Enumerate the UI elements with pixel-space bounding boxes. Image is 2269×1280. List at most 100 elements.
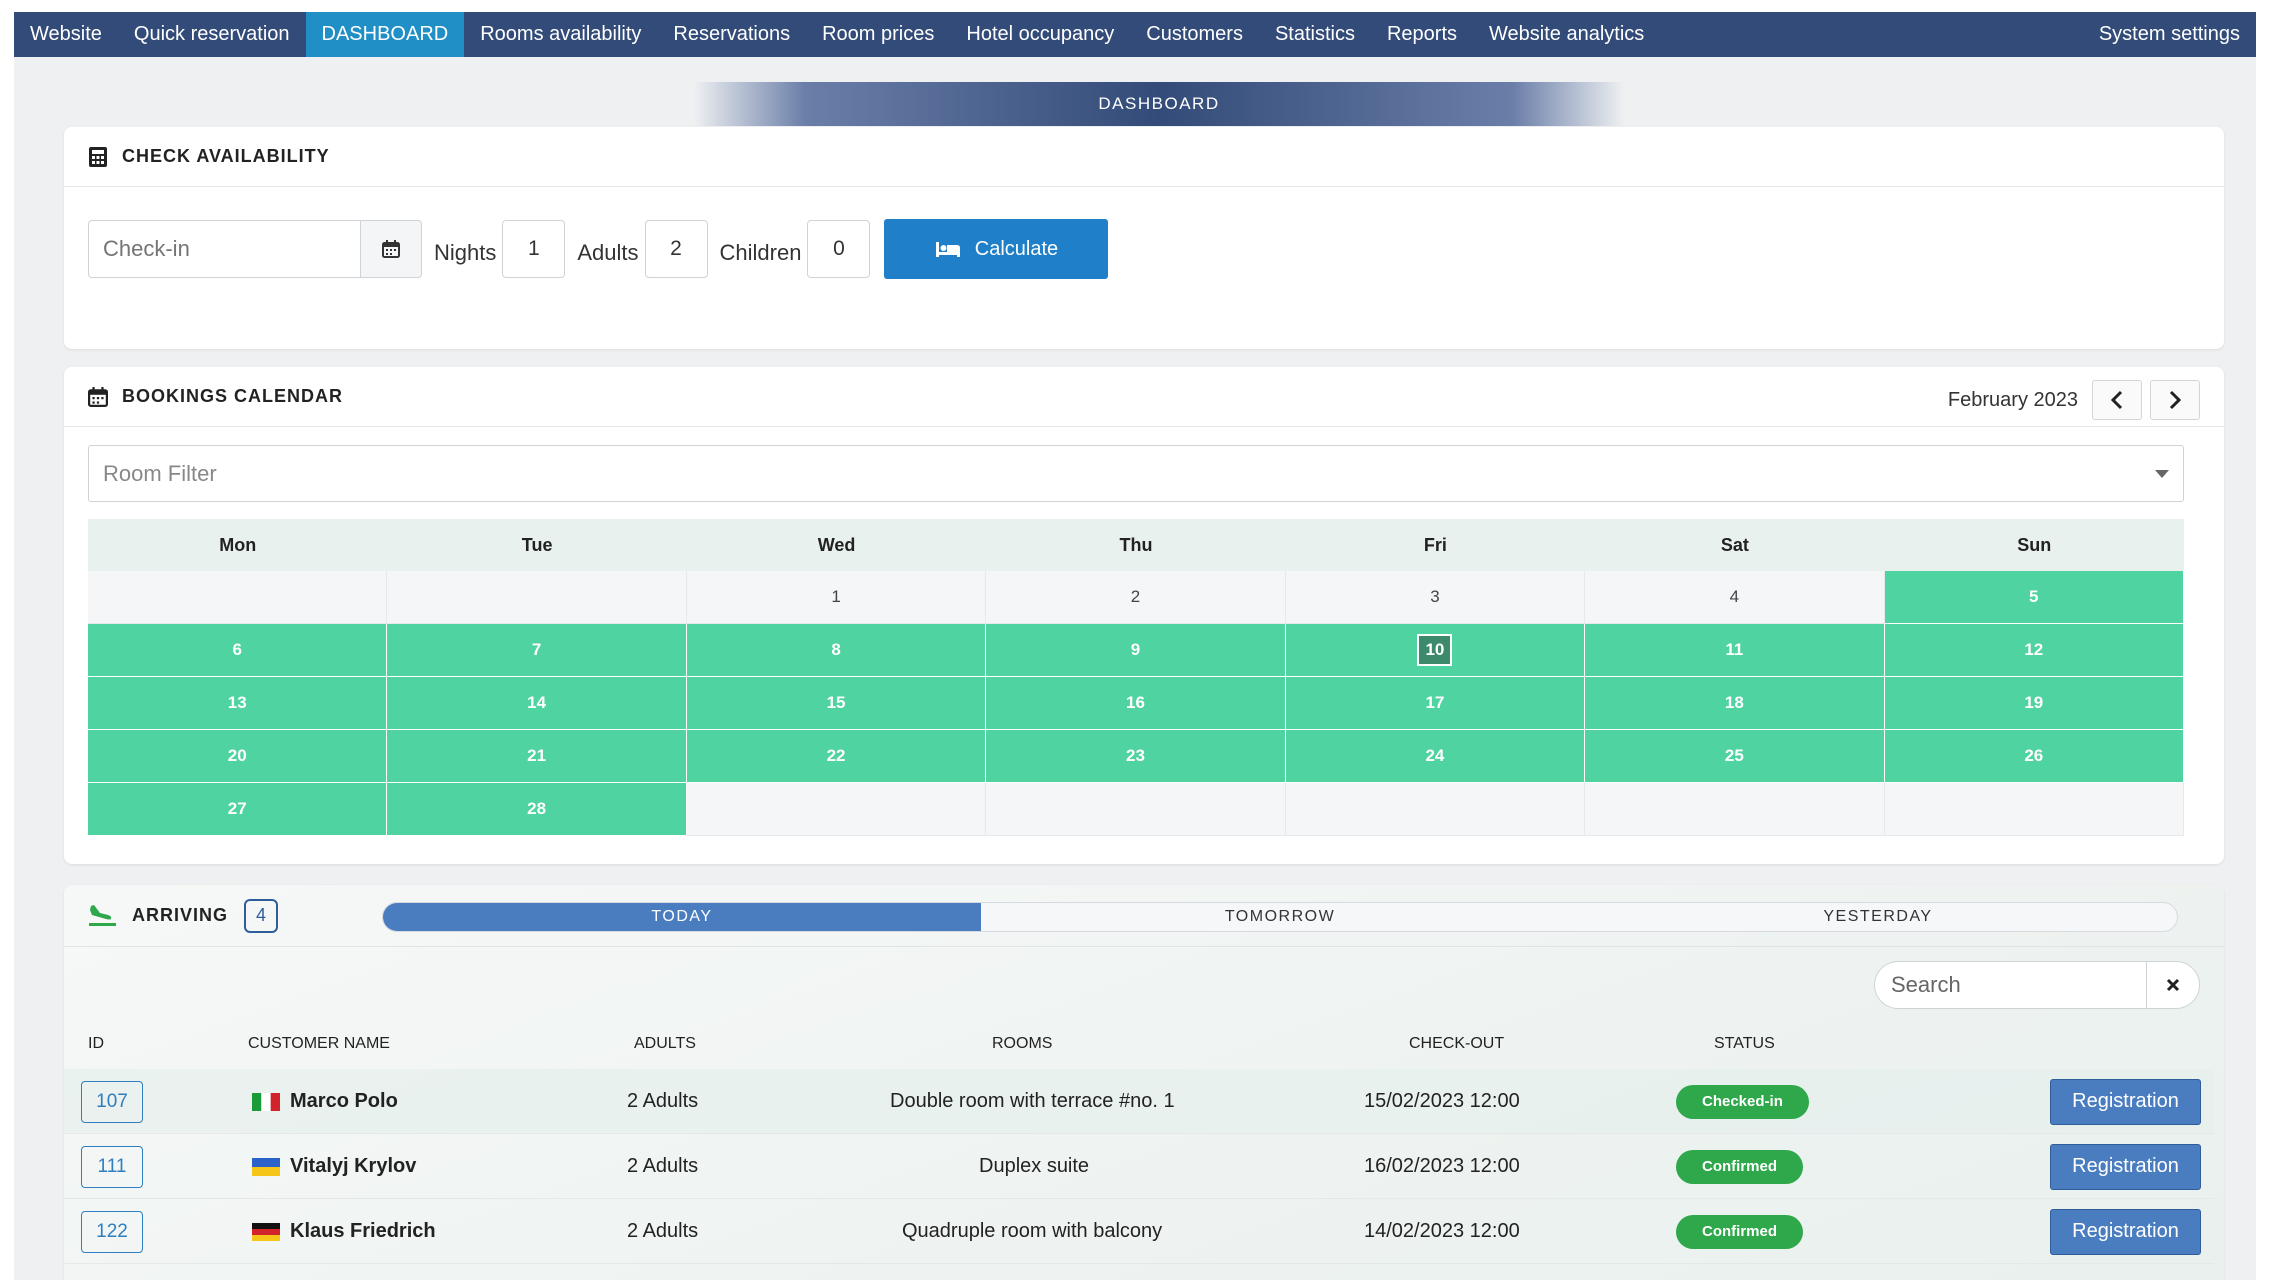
checkout-time: 14/02/2023 12:00 <box>1364 1220 1520 1242</box>
calendar-day-24[interactable]: 24 <box>1285 730 1586 783</box>
tab-tomorrow[interactable]: TOMORROW <box>1224 908 1336 925</box>
children-input[interactable]: 0 <box>807 220 871 278</box>
calendar-day-26[interactable]: 26 <box>1884 730 2184 783</box>
adults-count: 2 Adults <box>627 1090 699 1112</box>
calendar-grid: Mon Tue Wed Thu Fri Sat Sun 1 2 3 4 5 6 7 8 9 10 1… <box>88 519 2184 836</box>
calendar-day-1[interactable]: 1 <box>686 571 987 624</box>
calendar-empty-cell <box>686 783 987 836</box>
nav-item-customers[interactable]: Customers <box>1146 23 1243 45</box>
calendar-day-21[interactable]: 21 <box>387 730 687 783</box>
calendar-day-4[interactable]: 4 <box>1585 571 1885 624</box>
reservation-id[interactable]: 111 <box>81 1145 143 1188</box>
column-adults: ADULTS <box>634 1035 696 1052</box>
calendar-day-10[interactable]: 10 <box>1285 624 1586 677</box>
calendar-day-15[interactable]: 15 <box>686 677 987 730</box>
registration-button[interactable]: Registration <box>2050 1078 2201 1125</box>
registration-button[interactable]: Registration <box>2050 1208 2201 1255</box>
status-badge: Checked-in <box>1676 1084 1809 1119</box>
calendar-day-13[interactable]: 13 <box>88 677 388 730</box>
calendar-day-16[interactable]: 16 <box>986 677 1286 730</box>
weekday-wed: Wed <box>817 534 856 555</box>
registration-button[interactable]: Registration <box>2050 1143 2201 1190</box>
calendar-icon <box>382 240 400 258</box>
status-badge: Confirmed <box>1676 1214 1803 1249</box>
day-number: 23 <box>1126 746 1145 765</box>
day-number: 1 <box>831 587 841 606</box>
calendar-day-18[interactable]: 18 <box>1585 677 1885 730</box>
calendar-day-25[interactable]: 25 <box>1585 730 1885 783</box>
tab-today[interactable]: TODAY <box>383 903 981 931</box>
tab-yesterday[interactable]: YESTERDAY <box>1823 908 1933 925</box>
customer-name[interactable]: Marco Polo <box>290 1090 398 1112</box>
calendar-day-19[interactable]: 19 <box>1884 677 2184 730</box>
room-filter-placeholder: Room Filter <box>103 460 217 486</box>
calendar-empty-cell <box>1285 783 1586 836</box>
month-navigation: February 2023 <box>1948 380 2200 420</box>
search-input[interactable]: Search <box>1874 961 2146 1009</box>
calendar-day-28[interactable]: 28 <box>387 783 687 836</box>
reservation-id[interactable]: 107 <box>81 1080 143 1123</box>
nav-item-reservations[interactable]: Reservations <box>673 23 791 45</box>
calendar-day-14[interactable]: 14 <box>387 677 687 730</box>
nav-item-quick-reservation[interactable]: Quick reservation <box>133 23 290 45</box>
calendar-day-22[interactable]: 22 <box>686 730 987 783</box>
arriving-card: ARRIVING 4 TODAY TOMORROW YESTERDAY Sear… <box>64 885 2224 1280</box>
bookings-calendar-card: BOOKINGS CALENDAR February 2023 Room Fil… <box>64 367 2224 864</box>
nav-item-website[interactable]: Website <box>30 23 102 45</box>
calendar-week: 27 28 <box>88 783 2184 836</box>
bookings-calendar-header: BOOKINGS CALENDAR February 2023 <box>64 367 2224 427</box>
column-id: ID <box>88 1035 104 1052</box>
calendar-day-11[interactable]: 11 <box>1585 624 1885 677</box>
calendar-day-2[interactable]: 2 <box>986 571 1286 624</box>
calendar-empty-cell <box>1585 783 1885 836</box>
checkin-input[interactable] <box>88 220 360 278</box>
calendar-day-3[interactable]: 3 <box>1285 571 1586 624</box>
arriving-count-badge: 4 <box>244 898 279 933</box>
calendar-day-27[interactable]: 27 <box>88 783 388 836</box>
calendar-empty-cell <box>88 571 388 624</box>
room-filter-select[interactable]: Room Filter <box>88 445 2184 502</box>
day-number: 25 <box>1724 746 1744 765</box>
day-number: 6 <box>232 640 242 659</box>
calculate-button[interactable]: Calculate <box>884 219 1109 279</box>
day-number: 2 <box>1130 587 1141 606</box>
calendar-day-7[interactable]: 7 <box>387 624 687 677</box>
nav-item-dashboard[interactable]: DASHBOARD <box>305 12 465 57</box>
nav-item-rooms-availability[interactable]: Rooms availability <box>480 23 642 45</box>
nav-item-room-prices[interactable]: Room prices <box>822 23 935 45</box>
calendar-day-12[interactable]: 12 <box>1884 624 2184 677</box>
customer-name[interactable]: Klaus Friedrich <box>290 1220 436 1242</box>
checkout-time: 15/02/2023 12:00 <box>1364 1090 1520 1112</box>
nav-item-statistics[interactable]: Statistics <box>1274 23 1355 45</box>
clear-search-button[interactable] <box>2146 961 2200 1009</box>
calendar-day-23[interactable]: 23 <box>986 730 1286 783</box>
next-month-button[interactable] <box>2150 380 2200 420</box>
nights-input[interactable]: 1 <box>502 220 566 278</box>
calendar-week: 6 7 8 9 10 11 12 <box>88 624 2184 677</box>
check-availability-title: CHECK AVAILABILITY <box>122 146 330 166</box>
weekday-thu: Thu <box>1119 534 1153 555</box>
nav-item-hotel-occupancy[interactable]: Hotel occupancy <box>966 23 1115 45</box>
calendar-day-9[interactable]: 9 <box>986 624 1286 677</box>
day-number: 28 <box>527 799 547 818</box>
previous-month-button[interactable] <box>2092 380 2142 420</box>
calendar-day-5[interactable]: 5 <box>1884 571 2184 624</box>
arriving-tabs: TODAY TOMORROW YESTERDAY <box>382 902 2178 932</box>
customer-name[interactable]: Vitalyj Krylov <box>290 1155 417 1177</box>
calendar-empty-cell <box>1884 783 2184 836</box>
adults-input[interactable]: 2 <box>644 220 708 278</box>
calendar-day-20[interactable]: 20 <box>88 730 388 783</box>
nav-item-system-settings[interactable]: System settings <box>2098 23 2240 45</box>
calendar-day-8[interactable]: 8 <box>686 624 987 677</box>
calendar-day-17[interactable]: 17 <box>1285 677 1586 730</box>
nav-item-reports[interactable]: Reports <box>1386 23 1458 45</box>
nav-item-website-analytics[interactable]: Website analytics <box>1489 23 1645 45</box>
checkout-time: 16/02/2023 12:00 <box>1364 1155 1520 1177</box>
column-status: STATUS <box>1714 1035 1775 1052</box>
calendar-icon <box>88 386 108 407</box>
reservation-id[interactable]: 122 <box>81 1210 143 1253</box>
calendar-day-6[interactable]: 6 <box>88 624 388 677</box>
section-title: DASHBOARD <box>694 82 1624 126</box>
checkin-calendar-button[interactable] <box>360 220 422 278</box>
day-number: 17 <box>1425 693 1445 712</box>
